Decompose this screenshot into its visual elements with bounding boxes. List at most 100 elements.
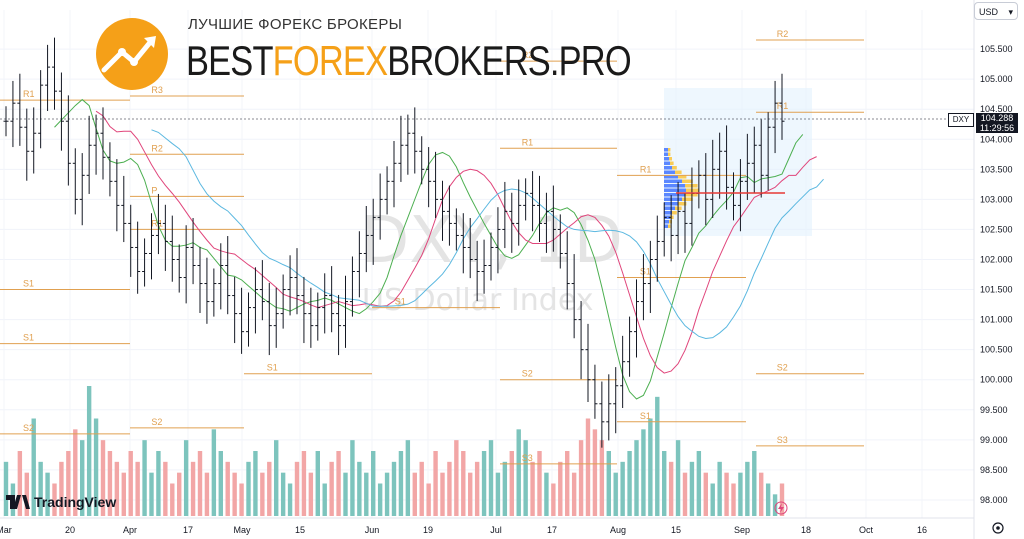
- volume-bar: [412, 472, 417, 516]
- volume-bar: [682, 472, 688, 516]
- volume-bar: [308, 472, 314, 516]
- volume-bar: [114, 461, 120, 516]
- volume-bar: [204, 472, 210, 516]
- tradingview-brand[interactable]: TradingView: [6, 492, 116, 512]
- time-tick: 15: [295, 525, 305, 535]
- volume-bar: [45, 472, 50, 516]
- price-tick: 100.000: [980, 375, 1013, 385]
- volume-profile-bar: [664, 148, 668, 152]
- volume-bar: [66, 451, 71, 516]
- pivot-label: S3: [777, 435, 788, 445]
- volume-bar: [731, 483, 736, 516]
- volume-bar: [772, 494, 778, 516]
- time-tick: 15: [671, 525, 681, 535]
- volume-bar: [578, 440, 584, 516]
- pivot-label: S1: [640, 267, 651, 277]
- volume-bar: [398, 451, 404, 516]
- currency-selector[interactable]: USD ▾: [974, 2, 1018, 20]
- volume-profile-bar: [664, 197, 682, 201]
- pivot-label: R2: [151, 143, 163, 153]
- time-tick: Jul: [490, 525, 502, 535]
- time-tick: Mar: [0, 525, 12, 535]
- volume-bar: [571, 472, 577, 516]
- volume-bar: [239, 483, 244, 516]
- volume-bar: [516, 429, 521, 516]
- volume-profile-bar: [669, 157, 672, 161]
- ohlc-bars: [3, 37, 785, 448]
- tradingview-label: TradingView: [34, 494, 117, 510]
- volume-bar: [107, 451, 113, 516]
- volume-bar: [218, 451, 223, 516]
- settings-icon[interactable]: [992, 522, 1004, 534]
- volume-bar: [551, 483, 556, 516]
- volume-bar: [613, 472, 618, 516]
- volume-profile-bar: [664, 220, 669, 224]
- volume-bar: [426, 483, 431, 516]
- volume-bar: [322, 483, 327, 516]
- pivot-label: S1: [395, 297, 406, 307]
- pivot-label: S1: [23, 333, 34, 343]
- volume-bar: [149, 472, 154, 516]
- volume-bar: [135, 461, 140, 516]
- volume-bar: [433, 451, 438, 516]
- tradingview-icon: [6, 495, 30, 509]
- volume-bar: [100, 440, 106, 516]
- time-tick: May: [233, 525, 251, 535]
- time-tick: Oct: [859, 525, 874, 535]
- currency-label: USD: [979, 7, 999, 17]
- lightning-icon[interactable]: [774, 501, 788, 515]
- volume-bar: [391, 461, 397, 516]
- volume-bar: [668, 461, 674, 516]
- volume-bar: [80, 440, 85, 516]
- volume-bar: [620, 461, 625, 516]
- moving-average-line: [151, 129, 824, 340]
- time-tick: Jun: [365, 525, 380, 535]
- volume-bar: [655, 396, 660, 516]
- volume-profile-range: [664, 88, 812, 236]
- volume-bar: [384, 472, 390, 516]
- pivot-label: P: [151, 185, 157, 195]
- volume-profile-bar: [664, 161, 670, 165]
- volume-profile-bar: [664, 166, 672, 170]
- volume-bar: [585, 418, 591, 516]
- volume-bar: [454, 440, 459, 516]
- volume-bar: [523, 440, 528, 516]
- volume-bar: [509, 451, 514, 516]
- volume-bar: [86, 386, 92, 516]
- bestforexbrokers-logo: [92, 14, 552, 92]
- volume-bar: [343, 472, 348, 516]
- volume-profile-bar: [664, 157, 669, 161]
- volume-bar: [662, 451, 667, 516]
- volume-bar: [287, 483, 293, 516]
- volume-bar: [93, 418, 99, 516]
- price-tick: 101.500: [980, 285, 1013, 295]
- volume-bar: [765, 483, 771, 516]
- time-tick: 17: [183, 525, 193, 535]
- pivot-label: S1: [267, 363, 278, 373]
- volume-profile-bar: [664, 170, 675, 174]
- volume-profile-bar: [664, 224, 668, 228]
- pivot-label: S2: [151, 417, 162, 427]
- volume-profile-bar: [682, 197, 693, 201]
- volume-bar: [752, 451, 757, 516]
- price-tick: 104.000: [980, 134, 1013, 144]
- volume-bar: [641, 429, 646, 516]
- time-tick: 16: [917, 525, 927, 535]
- time-tick: Apr: [123, 525, 137, 535]
- volume-bar: [488, 440, 494, 516]
- volume-bar: [17, 451, 23, 516]
- price-tick: 100.500: [980, 345, 1013, 355]
- moving-average-line: [95, 110, 817, 374]
- volume-profile-bar: [664, 175, 678, 179]
- volume-bar: [717, 461, 722, 516]
- volume-bar: [24, 472, 29, 516]
- chevron-down-icon: ▾: [1008, 7, 1013, 17]
- volume-profile-bar: [672, 211, 677, 215]
- volume-bar: [724, 472, 729, 516]
- volume-bar: [495, 472, 501, 516]
- volume-bar: [294, 461, 300, 516]
- volume-bar: [336, 451, 341, 516]
- volume-bar: [648, 418, 653, 516]
- volume-bar: [419, 461, 424, 516]
